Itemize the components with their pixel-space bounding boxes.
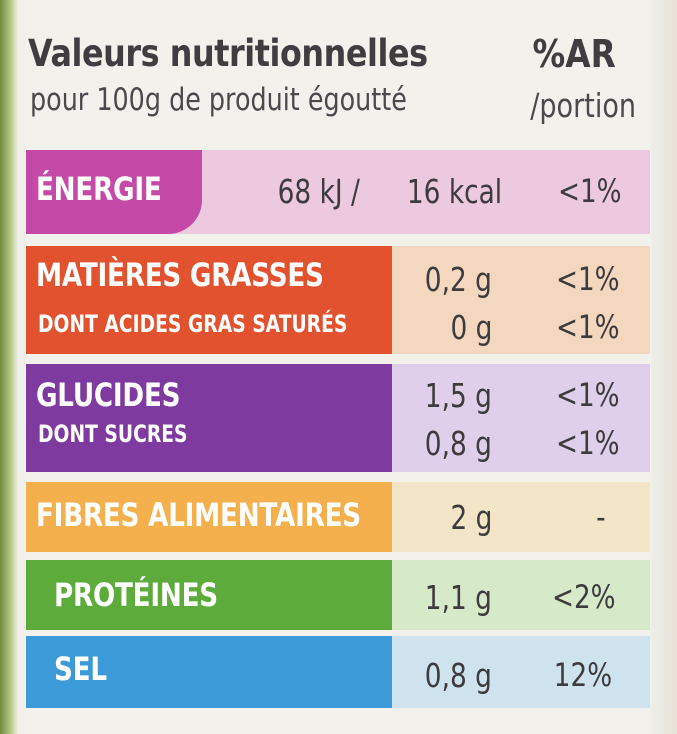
sugars-value: 0,8 g — [424, 424, 492, 463]
energy-label: ÉNERGIE — [36, 170, 162, 208]
background-left-edge — [0, 0, 18, 734]
protein-value: 1,1 g — [424, 578, 492, 617]
energy-label-block: ÉNERGIE — [26, 150, 202, 234]
salt-value: 0,8 g — [424, 656, 492, 695]
ar-column-title: %AR — [532, 32, 616, 76]
protein-percent: <2% — [552, 578, 616, 616]
table-title: Valeurs nutritionnelles — [28, 32, 428, 75]
fat-percent: <1% — [556, 260, 620, 298]
energy-kcal-value: 16 kcal — [406, 172, 502, 211]
saturated-fat-value: 0 g — [450, 308, 492, 347]
saturated-fat-percent: <1% — [556, 308, 620, 346]
fibre-row: FIBRES ALIMENTAIRES 2 g - — [26, 482, 650, 552]
energy-row: ÉNERGIE 68 kJ / 16 kcal <1% — [26, 150, 650, 234]
nutrition-header: Valeurs nutritionnelles pour 100g de pro… — [28, 28, 638, 138]
sugars-label: DONT SUCRES — [38, 420, 188, 448]
salt-label: SEL — [54, 650, 107, 688]
energy-kj-value: 68 kJ / — [277, 172, 360, 211]
fat-label: MATIÈRES GRASSES — [36, 256, 324, 294]
fat-label-block: MATIÈRES GRASSES DONT ACIDES GRAS SATURÉ… — [26, 246, 392, 354]
saturated-fat-label: DONT ACIDES GRAS SATURÉS — [38, 310, 348, 338]
table-subtitle: pour 100g de produit égoutté — [30, 82, 407, 118]
carbohydrate-row: GLUCIDES DONT SUCRES 1,5 g 0,8 g <1% <1% — [26, 364, 650, 472]
fat-value: 0,2 g — [424, 260, 492, 299]
carbohydrate-value: 1,5 g — [424, 376, 492, 415]
fibre-label-block: FIBRES ALIMENTAIRES — [26, 482, 392, 552]
carbohydrate-percent: <1% — [556, 376, 620, 414]
fat-row: MATIÈRES GRASSES DONT ACIDES GRAS SATURÉ… — [26, 246, 650, 354]
salt-label-block: SEL — [26, 636, 392, 708]
energy-percent: <1% — [558, 172, 622, 210]
carbohydrate-label-block: GLUCIDES DONT SUCRES — [26, 364, 392, 472]
ar-column-subtitle: /portion — [530, 86, 636, 125]
salt-row: SEL 0,8 g 12% — [26, 636, 650, 708]
protein-label-block: PROTÉINES — [26, 560, 392, 630]
carbohydrate-label: GLUCIDES — [36, 376, 181, 414]
fibre-value: 2 g — [450, 498, 492, 537]
protein-row: PROTÉINES 1,1 g <2% — [26, 560, 650, 630]
fibre-percent: - — [596, 498, 606, 536]
protein-label: PROTÉINES — [54, 576, 218, 614]
fibre-label: FIBRES ALIMENTAIRES — [36, 496, 361, 534]
salt-percent: 12% — [553, 656, 612, 694]
background-right-edge — [651, 0, 677, 734]
sugars-percent: <1% — [556, 424, 620, 462]
